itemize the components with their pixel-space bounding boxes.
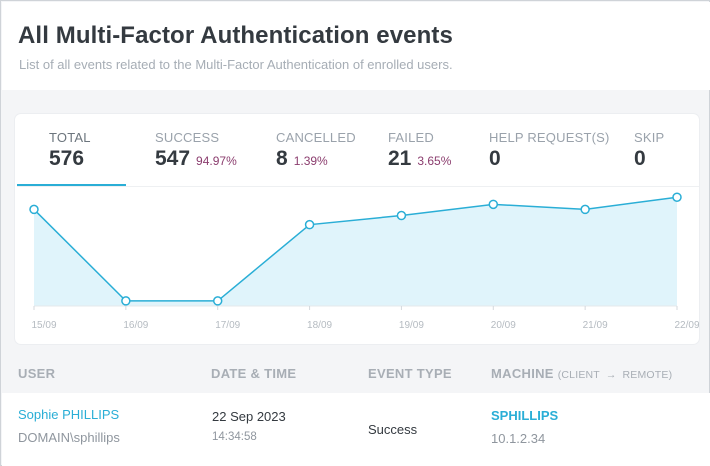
machine-header-remote: REMOTE) xyxy=(622,369,673,381)
stat-value-help-requests: 0 xyxy=(489,147,501,170)
event-time: 14:34:58 xyxy=(212,431,257,443)
chart-x-tick-label: 16/09 xyxy=(123,320,148,331)
arrow-right-icon: → xyxy=(605,369,617,381)
chart-x-tick-label: 17/09 xyxy=(215,320,240,331)
chart-x-tick-label: 15/09 xyxy=(31,320,56,331)
stat-pct-success: 94.97% xyxy=(196,154,237,168)
stat-value-skip: 0 xyxy=(634,147,646,170)
chart-data-point[interactable] xyxy=(488,199,499,210)
chart-data-point[interactable] xyxy=(672,192,682,202)
stat-label-success: SUCCESS xyxy=(155,130,220,145)
user-name-link[interactable]: Sophie PHILLIPS xyxy=(18,407,120,422)
chart-x-tick-label: 22/09 xyxy=(674,320,699,331)
chart-x-tick-label: 20/09 xyxy=(491,320,516,331)
column-header-user[interactable]: USER xyxy=(18,366,56,381)
stat-pct-failed: 3.65% xyxy=(417,154,452,168)
chart-x-tick-label: 21/09 xyxy=(583,320,608,331)
stat-value-cancelled: 8 1.39% xyxy=(276,147,328,170)
chart-x-tick-label: 18/09 xyxy=(307,320,332,331)
stat-label-help-requests: HELP REQUEST(S) xyxy=(489,130,610,145)
chart-data-point[interactable] xyxy=(396,210,407,221)
stat-value-failed: 21 3.65% xyxy=(388,147,452,170)
chart-data-point[interactable] xyxy=(304,219,315,230)
column-header-event-type[interactable]: EVENT TYPE xyxy=(368,366,452,381)
machine-header-label: MACHINE xyxy=(491,366,554,381)
active-tab-indicator xyxy=(17,184,126,186)
event-date: 22 Sep 2023 xyxy=(212,409,286,424)
stat-value-success: 547 94.97% xyxy=(155,147,237,170)
stat-label-failed: FAILED xyxy=(388,130,434,145)
tabs-divider xyxy=(17,186,699,187)
page-header: All Multi-Factor Authentication events L… xyxy=(2,2,710,90)
chart-data-point[interactable] xyxy=(212,296,223,306)
events-area-chart: 15/09 16/09 17/09 18/09 19/09 20/09 21/09 22/09 xyxy=(29,192,699,331)
chart-data-point[interactable] xyxy=(580,204,590,215)
column-header-machine[interactable]: MACHINE (CLIENT → REMOTE) xyxy=(491,366,672,381)
chart-data-point[interactable] xyxy=(29,204,39,215)
chart-x-tick-label: 19/09 xyxy=(399,320,424,331)
machine-ip: 10.1.2.34 xyxy=(491,431,546,446)
table-row[interactable]: Sophie PHILLIPS DOMAIN\sphillips 22 Sep … xyxy=(2,393,710,466)
event-type: Success xyxy=(368,422,418,437)
stat-value-total: 576 xyxy=(49,147,85,170)
user-account: DOMAIN\sphillips xyxy=(18,430,120,445)
stat-label-skip: SKIP xyxy=(634,130,665,145)
page-title: All Multi-Factor Authentication events xyxy=(18,22,453,49)
chart-series-line xyxy=(33,196,678,302)
chart-data-point[interactable] xyxy=(121,296,131,306)
page-subtitle: List of all events related to the Multi-… xyxy=(19,57,453,72)
stat-label-total: TOTAL xyxy=(49,130,91,145)
stat-label-cancelled: CANCELLED xyxy=(276,130,356,145)
machine-name-link[interactable]: SPHILLIPS xyxy=(491,408,559,423)
column-header-datetime[interactable]: DATE & TIME xyxy=(211,366,297,381)
chart-area-fill xyxy=(34,197,677,306)
stat-pct-cancelled: 1.39% xyxy=(293,154,328,168)
machine-header-client: (CLIENT xyxy=(557,369,600,381)
